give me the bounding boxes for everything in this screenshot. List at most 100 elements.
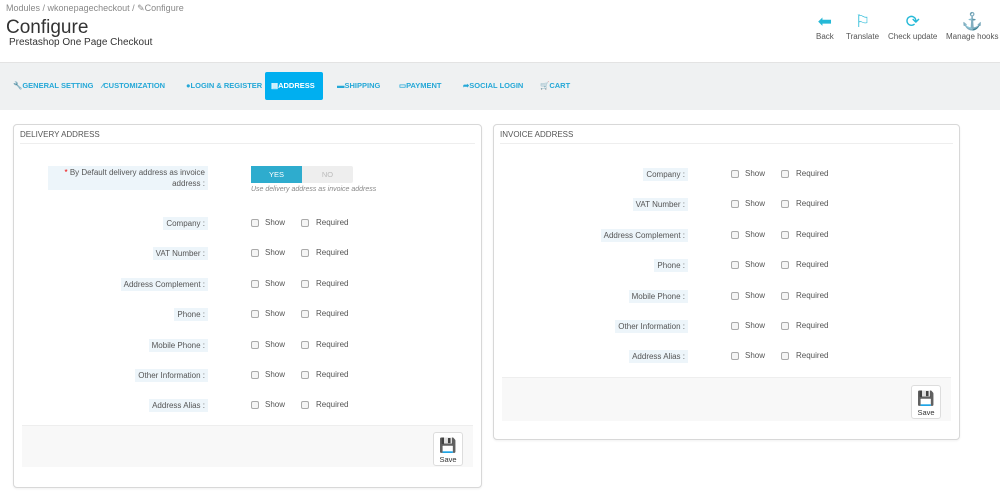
panel-heading: Invoice Address (500, 125, 953, 144)
show-label: Show (745, 199, 766, 209)
required-checkbox[interactable] (781, 322, 789, 330)
field-label: Company : (163, 217, 208, 230)
tab-cart[interactable]: 🛒Cart (540, 81, 571, 90)
translate-label: Translate (846, 32, 880, 41)
show-checkbox[interactable] (251, 310, 259, 319)
required-checkbox[interactable] (781, 291, 789, 300)
required-checkbox[interactable] (301, 279, 309, 288)
back-circle-icon: ⬅ (817, 12, 833, 31)
required-checkbox[interactable] (781, 261, 789, 270)
tab-login-register[interactable]: ●Login & Register (186, 81, 263, 90)
default-delivery-toggle[interactable]: YES NO (251, 166, 353, 183)
field-row: Company : Show Required (14, 217, 481, 233)
show-label: Show (745, 229, 766, 239)
field-label: Other Information : (135, 369, 208, 382)
field-label: Address Alias : (149, 399, 208, 413)
show-label: Show (265, 400, 286, 410)
required-checkbox[interactable] (301, 401, 309, 410)
required-checkbox[interactable] (301, 340, 309, 349)
back-button[interactable]: ⬅ Back (816, 12, 834, 41)
toggle-yes[interactable]: YES (251, 166, 302, 183)
show-checkbox[interactable] (731, 170, 739, 178)
field-label: Address Complement : (120, 277, 208, 291)
show-checkbox[interactable] (251, 219, 259, 227)
field-row: Address Alias : Show Required (14, 399, 481, 415)
field-label: VAT Number : (632, 198, 688, 212)
field-label: VAT Number : (152, 247, 208, 261)
show-checkbox[interactable] (251, 401, 259, 410)
required-checkbox[interactable] (781, 200, 789, 209)
show-checkbox[interactable] (251, 279, 259, 288)
tab-social-login[interactable]: ➦Social Login (463, 81, 524, 90)
page-title: Configure (6, 17, 89, 38)
breadcrumb-modules[interactable]: Modules (6, 3, 41, 13)
panel-footer: 💾 Save (22, 425, 473, 467)
field-row: Address Complement : Show Required (494, 228, 959, 245)
show-label: Show (745, 290, 766, 300)
required-label: Required (316, 278, 349, 288)
tab-address[interactable]: ▤Address (265, 72, 323, 100)
show-checkbox[interactable] (731, 291, 739, 300)
flag-icon: ⚐ (854, 12, 871, 31)
field-label: Address Complement : (600, 228, 688, 242)
tab-shipping[interactable]: ▬Shipping (337, 81, 381, 90)
delivery-address-panel: Delivery Address * By Default delivery a… (13, 124, 482, 488)
check-update-button[interactable]: ⟳ Check update (888, 12, 937, 41)
breadcrumb-module[interactable]: wkonepagecheckout (47, 3, 130, 13)
wrench-icon: 🔧 (13, 81, 23, 90)
page-subtitle: Prestashop One Page Checkout (9, 37, 153, 48)
show-label: Show (265, 339, 286, 349)
required-label: Required (796, 229, 829, 239)
required-label: Required (796, 290, 829, 300)
required-checkbox[interactable] (781, 230, 789, 239)
required-checkbox[interactable] (301, 371, 309, 379)
show-checkbox[interactable] (251, 340, 259, 349)
field-row: Phone : Show Required (14, 308, 481, 324)
share-icon: ➦ (463, 81, 470, 90)
required-checkbox[interactable] (301, 219, 309, 227)
field-label: Address Alias : (629, 350, 688, 364)
save-icon: 💾 (439, 437, 457, 453)
required-checkbox[interactable] (301, 310, 309, 319)
check-update-label: Check update (888, 32, 938, 41)
required-label: Required (316, 400, 349, 410)
invoice-address-panel: Invoice Address Company : Show Required V… (493, 124, 960, 440)
tab-customization[interactable]: ⁄Customization (102, 81, 166, 90)
field-label: Mobile Phone : (148, 338, 208, 352)
show-checkbox[interactable] (731, 200, 739, 209)
show-checkbox[interactable] (731, 230, 739, 239)
field-row: Mobile Phone : Show Required (494, 289, 959, 306)
show-label: Show (745, 260, 766, 270)
required-asterisk: * (64, 168, 70, 177)
show-label: Show (745, 169, 766, 178)
show-checkbox[interactable] (731, 322, 739, 330)
field-row: VAT Number : Show Required (494, 198, 959, 214)
panel-heading: Delivery Address (20, 125, 475, 144)
required-checkbox[interactable] (781, 352, 789, 361)
show-checkbox[interactable] (251, 371, 259, 379)
field-row: Address Complement : Show Required (14, 277, 481, 294)
toggle-no[interactable]: NO (321, 170, 334, 179)
truck-icon: ▬ (337, 81, 345, 90)
user-icon: ● (186, 81, 191, 90)
manage-hooks-label: Manage hooks (946, 32, 999, 41)
show-checkbox[interactable] (731, 352, 739, 361)
manage-hooks-button[interactable]: ⚓ Manage hooks (946, 12, 998, 41)
field-label: Phone : (654, 259, 688, 273)
required-checkbox[interactable] (781, 170, 789, 178)
help-text: Use delivery address as invoice address (251, 186, 377, 193)
field-row: Other Information : Show Required (14, 369, 481, 385)
field-label: Company : (643, 168, 688, 181)
show-checkbox[interactable] (251, 249, 259, 258)
field-row: Address Alias : Show Required (494, 350, 959, 366)
save-button[interactable]: 💾 Save (911, 385, 941, 419)
field-label: Phone : (174, 308, 208, 322)
tab-general-setting[interactable]: 🔧General Setting (13, 81, 94, 90)
translate-button[interactable]: ⚐ Translate (846, 12, 879, 41)
field-row: Company : Show Required (494, 168, 959, 184)
field-row: Phone : Show Required (494, 259, 959, 275)
required-checkbox[interactable] (301, 249, 309, 258)
tab-payment[interactable]: ▭Payment (399, 81, 442, 90)
save-button[interactable]: 💾 Save (433, 432, 463, 466)
show-checkbox[interactable] (731, 261, 739, 270)
